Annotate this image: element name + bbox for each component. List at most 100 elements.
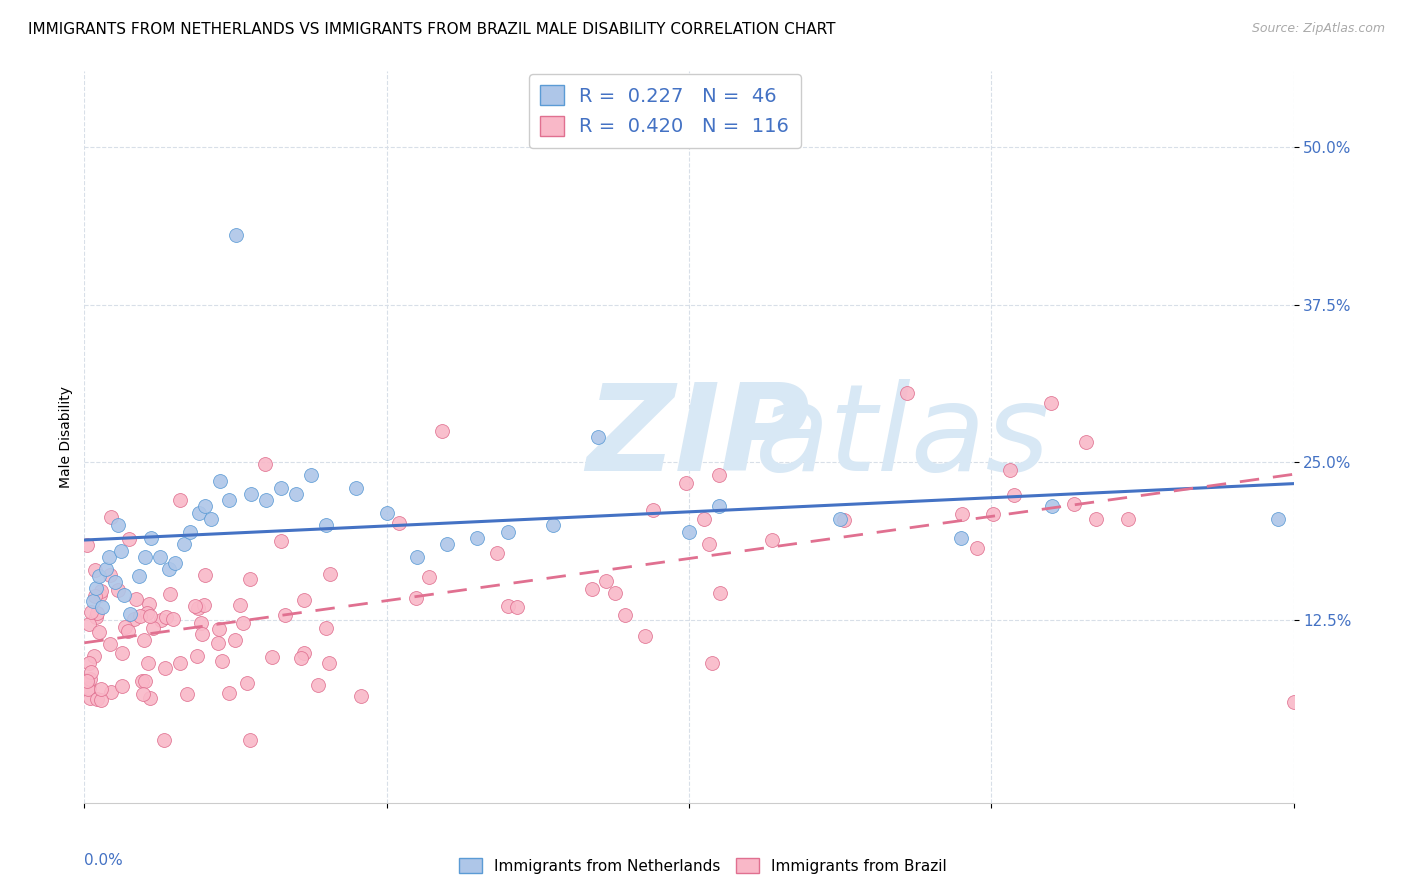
Point [155,610,177,624]
Point [100,510,122,524]
Point [832,513,855,527]
Point [153,732,176,747]
Point [896,386,918,401]
Point [1267,512,1289,526]
Point [100,567,122,582]
Point [86,582,108,596]
Point [186,649,208,664]
Point [1063,497,1085,511]
Point [77,617,100,632]
Point [188,506,211,520]
Point [1002,488,1025,502]
Point [541,518,564,533]
Point [187,601,209,615]
Point [966,541,988,556]
Point [77,681,100,696]
Point [157,562,180,576]
Point [315,518,337,533]
Point [79,672,101,686]
Point [405,591,427,605]
Point [430,424,453,438]
Point [86,606,108,620]
Point [76,673,98,688]
Point [998,463,1021,477]
Point [1040,500,1063,514]
Point [700,656,723,670]
Point [193,598,215,612]
Point [128,569,150,583]
Point [581,582,603,596]
Point [208,623,231,637]
Point [131,673,153,688]
Point [114,620,136,634]
Point [274,608,297,623]
Point [292,593,315,607]
Point [80,605,103,619]
Point [169,657,191,671]
Point [90,693,112,707]
Point [349,690,371,704]
Point [129,608,152,623]
Point [239,732,262,747]
Point [118,607,141,621]
Point [76,538,98,552]
Point [194,567,217,582]
Point [118,532,141,546]
Point [111,647,134,661]
Point [149,549,172,564]
Point [124,592,146,607]
Point [98,637,121,651]
Point [77,681,100,696]
Point [232,615,254,630]
Point [80,665,103,679]
Point [678,524,700,539]
Point [1074,435,1097,450]
Point [1085,512,1108,526]
Point [191,627,214,641]
Point [614,607,637,622]
Text: Source: ZipAtlas.com: Source: ZipAtlas.com [1251,22,1385,36]
Point [950,531,973,545]
Point [142,621,165,635]
Legend: R =  0.227   N =  46, R =  0.420   N =  116: R = 0.227 N = 46, R = 0.420 N = 116 [529,74,801,148]
Point [1118,512,1140,526]
Point [436,537,458,551]
Point [136,656,159,670]
Point [176,687,198,701]
Text: IMMIGRANTS FROM NETHERLANDS VS IMMIGRANTS FROM BRAZIL MALE DISABILITY CORRELATIO: IMMIGRANTS FROM NETHERLANDS VS IMMIGRANT… [28,22,835,37]
Point [697,537,720,551]
Point [319,566,342,581]
Y-axis label: Male Disability: Male Disability [59,386,73,488]
Point [418,569,440,583]
Point [236,676,259,690]
Point [104,575,127,590]
Point [86,692,108,706]
Point [270,534,292,549]
Point [634,629,657,643]
Point [254,493,277,508]
Point [94,562,117,576]
Point [138,597,160,611]
Point [110,543,132,558]
Point [100,684,122,698]
Point [467,531,489,545]
Point [89,569,111,583]
Point [830,512,852,526]
Point [134,549,156,564]
Point [84,589,107,603]
Point [112,588,135,602]
Point [388,516,411,531]
Point [307,678,329,692]
Point [254,457,277,471]
Text: 0.0%: 0.0% [84,853,124,868]
Point [229,598,252,612]
Point [159,587,181,601]
Point [87,625,110,640]
Point [169,492,191,507]
Point [643,503,665,517]
Point [406,549,429,564]
Point [285,487,308,501]
Point [132,633,155,648]
Point [211,654,233,668]
Point [675,476,697,491]
